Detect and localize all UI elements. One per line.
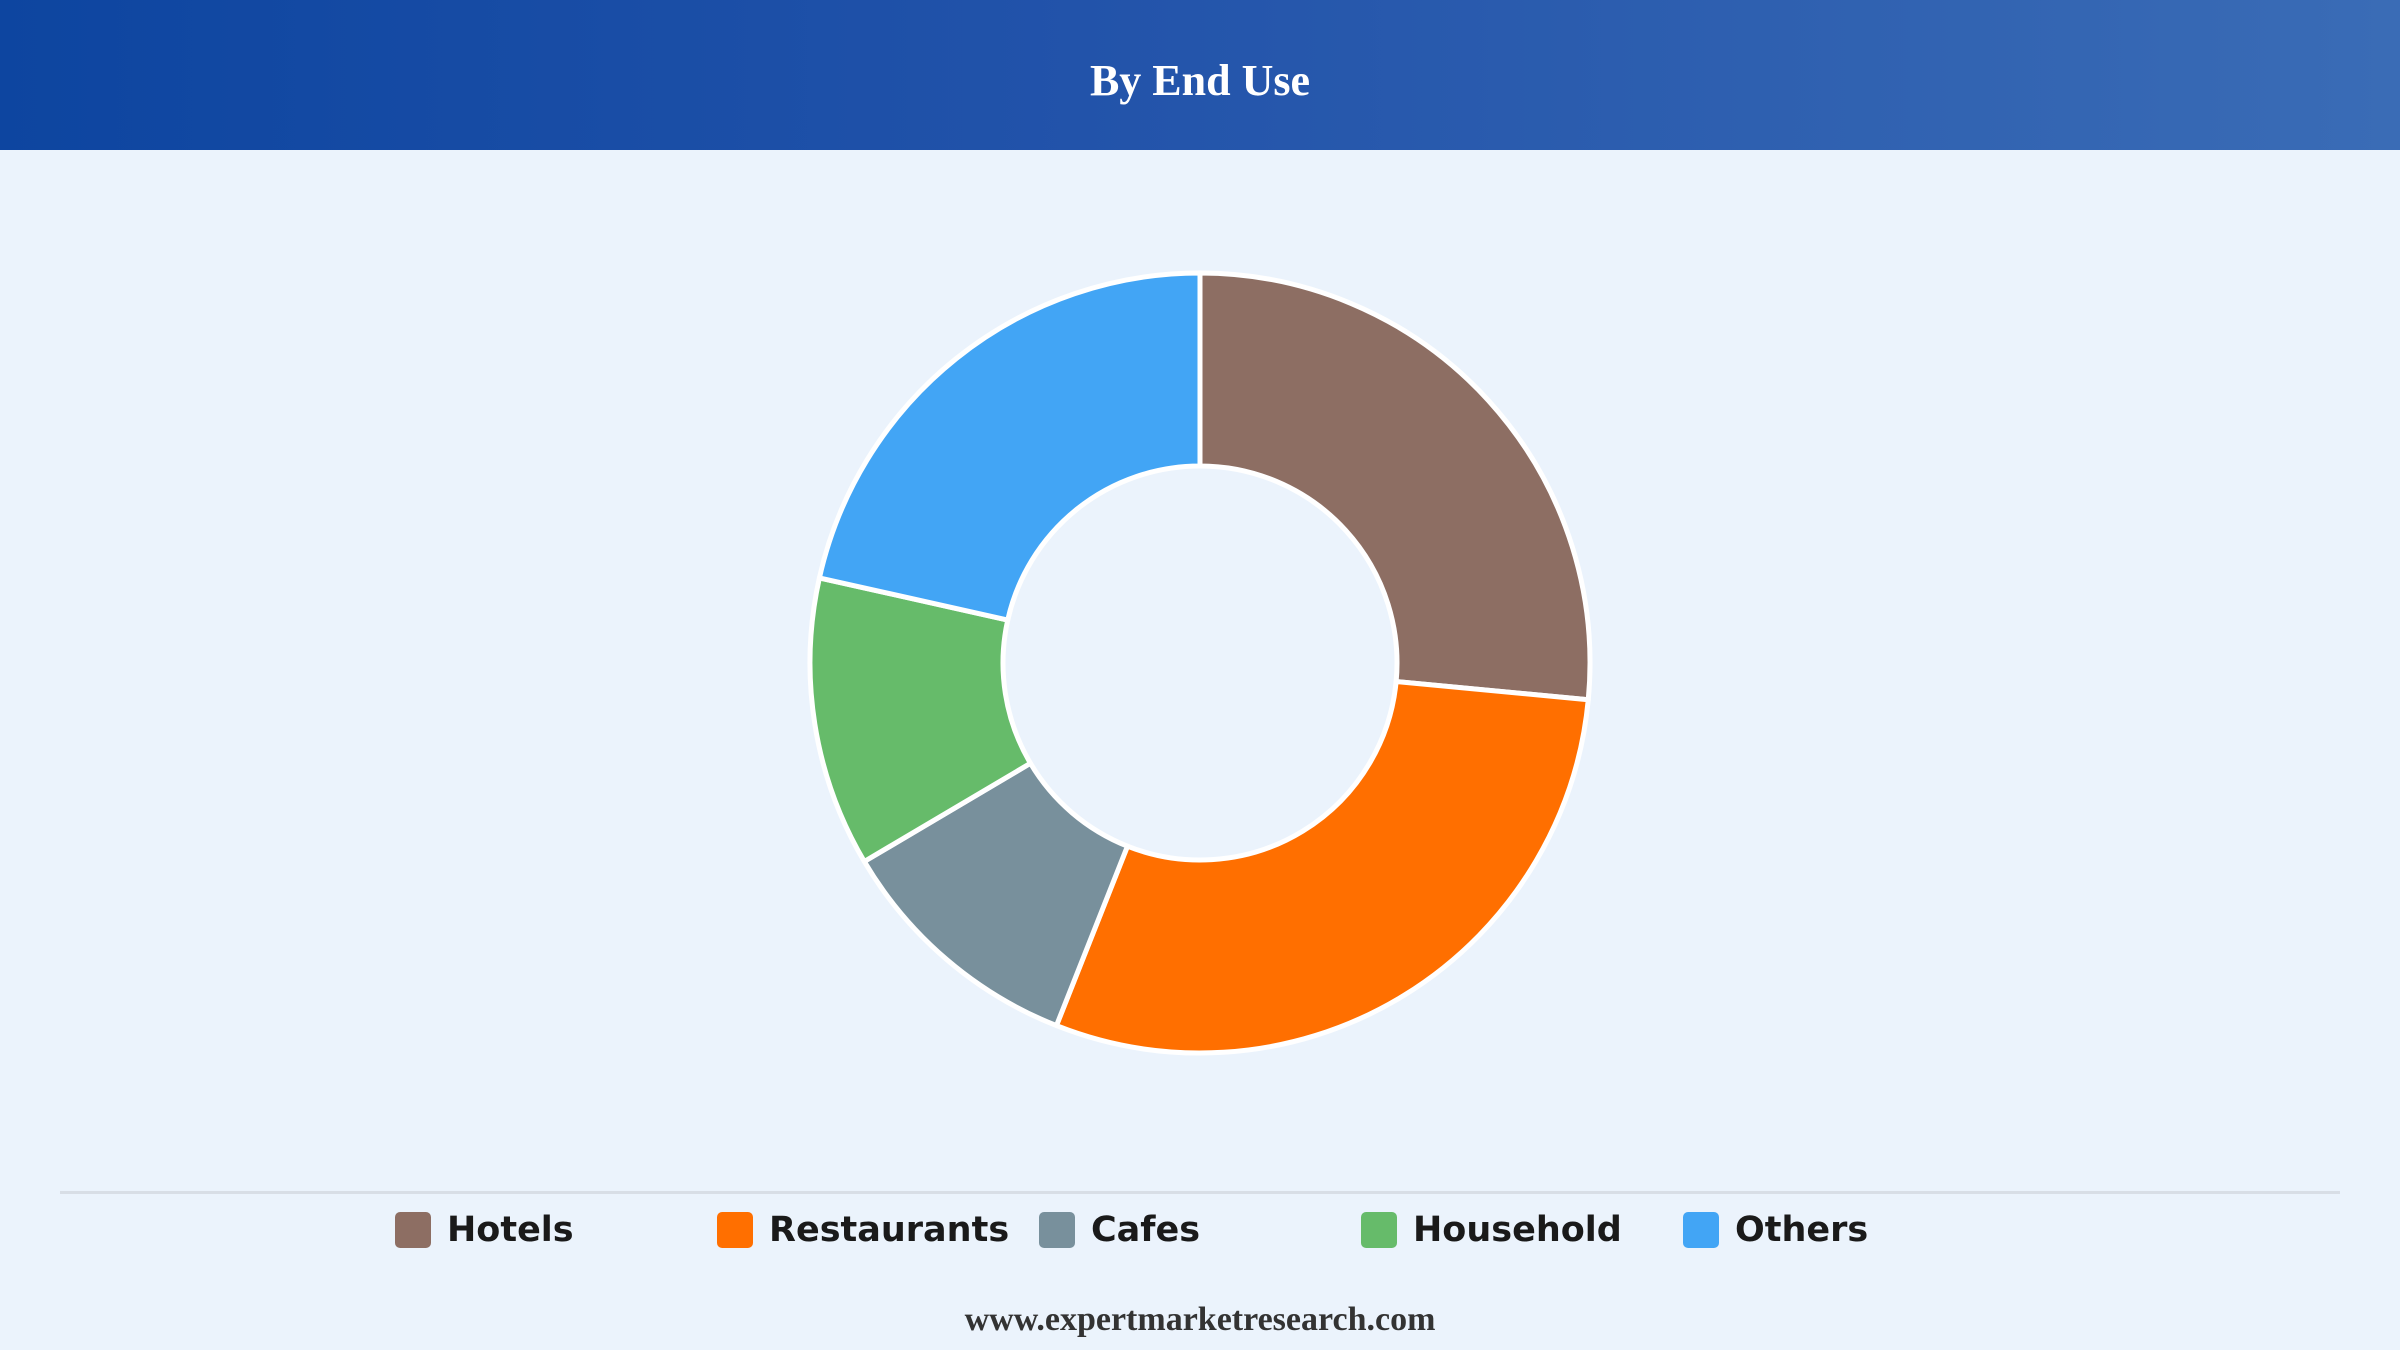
- donut-slice-others[interactable]: [816, 270, 1203, 623]
- legend-swatch-cafes: [1039, 1212, 1075, 1248]
- legend-swatch-others: [1683, 1212, 1719, 1248]
- donut-slice-hotels[interactable]: [1197, 270, 1593, 703]
- legend-swatch-restaurants: [717, 1212, 753, 1248]
- legend-divider: [60, 1191, 2340, 1194]
- legend-label-cafes: Cafes: [1091, 1210, 1201, 1250]
- donut-chart-area: [0, 150, 2400, 1180]
- legend-label-hotels: Hotels: [447, 1210, 574, 1250]
- donut-chart: [807, 270, 1593, 1056]
- legend-swatch-household: [1361, 1212, 1397, 1248]
- donut-slice-restaurants[interactable]: [1053, 679, 1591, 1056]
- title-banner: [0, 0, 2400, 150]
- source-url: www.expertmarketresearch.com: [964, 1301, 1436, 1338]
- legend-label-others: Others: [1735, 1210, 1869, 1250]
- legend-swatch-hotels: [395, 1212, 431, 1248]
- legend-label-household: Household: [1413, 1210, 1622, 1250]
- chart-legend: Hotels Restaurants Cafes Household Other…: [395, 1206, 2195, 1254]
- chart-title: By End Use: [1089, 56, 1311, 105]
- donut-slice-household[interactable]: [807, 575, 1033, 865]
- legend-label-restaurants: Restaurants: [769, 1210, 1010, 1250]
